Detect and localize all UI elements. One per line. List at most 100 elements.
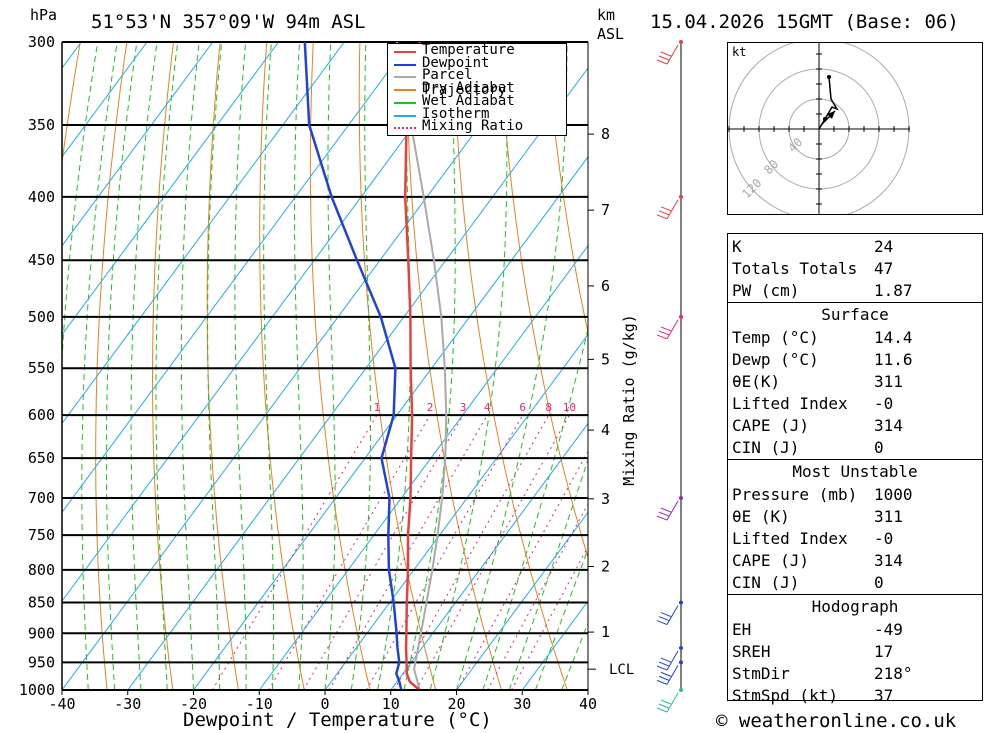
- dry-adiabat-line: [95, 42, 128, 690]
- mixing-ratio-tick-label: 15: [602, 401, 615, 414]
- km-tick-label: 4: [601, 421, 610, 439]
- legend-label: Dry Adiabat: [422, 80, 515, 97]
- isotherm-line: [193, 156, 588, 690]
- isotherm-line: [456, 511, 588, 690]
- legend-swatch: [394, 127, 416, 130]
- dry-adiabat-line: [545, 42, 588, 336]
- isotherm-line: [62, 42, 345, 425]
- wind-barb-dot: [679, 660, 683, 665]
- datetime-title: 15.04.2026 15GMT (Base: 06): [650, 11, 959, 33]
- x-tick-label: 10: [382, 695, 400, 713]
- wet-adiabat-line: [324, 42, 336, 690]
- pressure-tick-label: 700: [28, 489, 55, 507]
- x-tick-label: -20: [180, 695, 207, 713]
- surface-row-cape: CAPE (J) 314: [732, 416, 903, 435]
- section-hodograph: Hodograph: [811, 597, 899, 616]
- pressure-tick-label: 900: [28, 624, 55, 642]
- pressure-tick-label: 350: [28, 116, 55, 134]
- wet-adiabat-line: [180, 42, 200, 690]
- index-row-pw: PW (cm) 1.87: [732, 281, 913, 300]
- surface-row-cin: CIN (J) 0: [732, 438, 884, 457]
- legend-item: Dry Adiabat: [392, 80, 562, 97]
- km-tick-label: 1: [601, 623, 610, 641]
- isotherm-line: [127, 67, 588, 690]
- mu-row-li: Lifted Index -0: [732, 529, 894, 548]
- wind-barb-dot: [679, 314, 683, 319]
- section-most-unstable: Most Unstable: [792, 462, 918, 481]
- pressure-tick-label: 550: [28, 359, 55, 377]
- isotherm-line: [0, 42, 16, 690]
- index-row-k: K 24: [732, 237, 894, 256]
- pressure-tick-label: 600: [28, 406, 55, 424]
- mixing-ratio-tick-label: 4: [484, 401, 491, 414]
- wet-adiabat-line: [155, 42, 179, 690]
- km-tick-label: 3: [601, 490, 610, 508]
- wind-barb-dot: [679, 646, 683, 651]
- legend-item: Mixing Ratio: [392, 119, 562, 134]
- index-row-totals: Totals Totals 47: [732, 259, 894, 278]
- mixing-ratio-line: [487, 502, 588, 690]
- mixing-ratio-line: [456, 450, 588, 690]
- dry-adiabat-line: [309, 42, 371, 690]
- hodo-row-eh: EH -49: [732, 620, 903, 639]
- pressure-tick-label: 800: [28, 561, 55, 579]
- pressure-tick-label: 850: [28, 594, 55, 612]
- legend-label: Parcel Trajectory: [422, 67, 507, 99]
- x-tick-label: 40: [579, 695, 597, 713]
- wind-barb: [656, 665, 679, 685]
- wind-barb: [656, 692, 679, 713]
- legend-item: Temperature: [392, 43, 562, 58]
- surface-row-li: Lifted Index -0: [732, 394, 894, 413]
- wet-adiabat-line: [105, 42, 138, 690]
- indices-table: K 24 Totals Totals 47 PW (cm) 1.87 Surface …: [727, 233, 983, 705]
- legend-item: Isotherm: [392, 105, 562, 122]
- wind-barb: [656, 500, 679, 521]
- x-tick-label: 0: [320, 695, 329, 713]
- mixing-ratio-axis-label: Mixing Ratio (g/kg): [620, 314, 638, 486]
- km-tick-label: 6: [601, 277, 610, 295]
- isotherm-line: [62, 42, 477, 602]
- x-tick-label: 20: [447, 695, 465, 713]
- km-tick-label: 2: [601, 558, 610, 576]
- copyright-link[interactable]: © weatheronline.co.uk: [716, 710, 957, 732]
- pressure-tick-label: 650: [28, 449, 55, 467]
- parcel-trajectory-line: [395, 42, 448, 690]
- wet-adiabat-line: [62, 42, 99, 690]
- x-tick-label: -10: [246, 695, 273, 713]
- x-tick-label: -40: [48, 695, 75, 713]
- km-tick-label: 7: [601, 201, 610, 219]
- wind-barb: [656, 199, 679, 220]
- legend-label: Isotherm: [422, 105, 490, 122]
- surface-row-temp: Temp (°C) 14.4: [732, 328, 913, 347]
- hodograph-panel: 40 80 120 kt: [727, 38, 983, 220]
- asl-unit: ASL: [597, 25, 625, 43]
- mixing-ratio-tick-label: 3: [460, 401, 467, 414]
- isotherm-line: [62, 42, 214, 247]
- hodo-row-sreh: SREH 17: [732, 642, 894, 661]
- dry-adiabat-line: [499, 42, 588, 559]
- wind-barb-dot: [679, 600, 683, 605]
- hodograph-ring-label: 40: [785, 135, 805, 155]
- wet-adiabat-line: [207, 42, 223, 690]
- wet-adiabat-line: [429, 42, 508, 690]
- pressure-tick-label: 1000: [19, 681, 55, 699]
- mixing-ratio-tick-label: 2: [427, 401, 434, 414]
- pressure-tick-label: 750: [28, 526, 55, 544]
- mixing-ratio-line: [366, 414, 524, 690]
- surface-row-thetae: θE(K) 311: [732, 372, 903, 391]
- legend-swatch: [394, 63, 416, 66]
- x-tick-label: 30: [513, 695, 531, 713]
- legend-item: Dewpoint: [392, 55, 562, 71]
- mixing-ratio-tick-label: 6: [519, 401, 526, 414]
- isotherm-line: [324, 333, 588, 690]
- wet-adiabat-line: [456, 42, 568, 690]
- pressure-tick-label: 500: [28, 308, 55, 326]
- wind-barb-dot: [679, 688, 683, 692]
- legend-swatch: [394, 76, 416, 79]
- mixing-ratio-tick-label: 8: [545, 401, 552, 414]
- surface-row-dewp: Dewp (°C) 11.6: [732, 350, 913, 369]
- temperature-line: [403, 42, 422, 690]
- legend-swatch: [394, 101, 416, 104]
- mixing-ratio-line: [393, 414, 550, 690]
